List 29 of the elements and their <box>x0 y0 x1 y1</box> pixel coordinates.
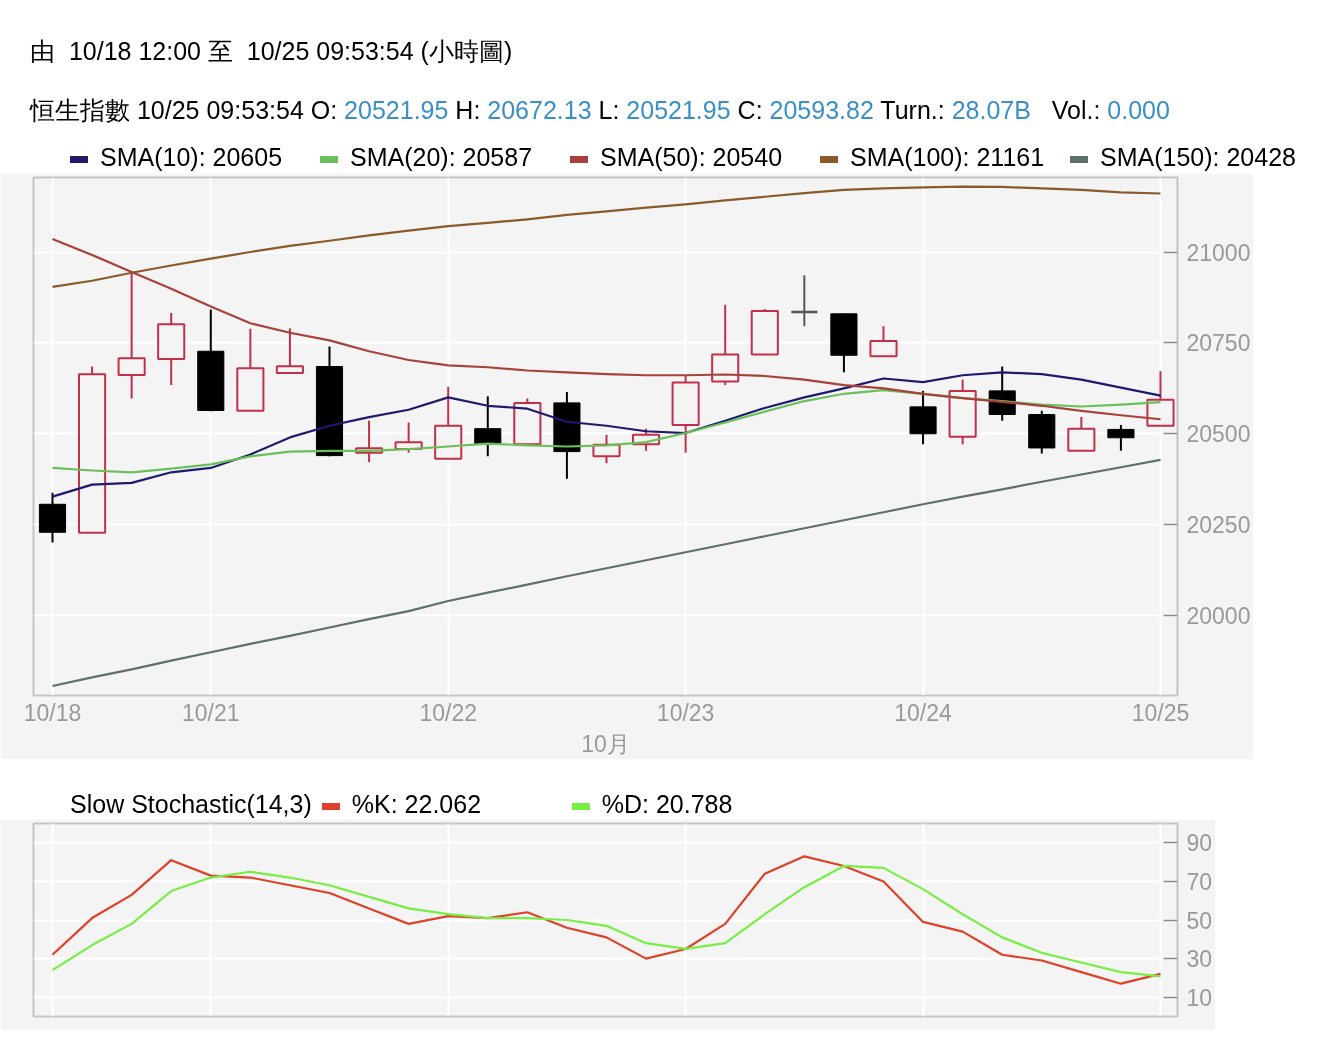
y-tick-label: 70 <box>1186 868 1213 895</box>
legend-label: SMA(10): 20605 <box>99 142 284 172</box>
x-tick-label: 10/18 <box>23 699 82 726</box>
line-series <box>51 458 1162 688</box>
x-tick-label: 10/25 <box>1131 699 1190 726</box>
y-tick-label: 20750 <box>1186 330 1251 357</box>
y-tick-label: 21000 <box>1186 239 1251 266</box>
x-tick-label: 10/24 <box>894 699 953 726</box>
y-tick-label: 20250 <box>1186 512 1251 539</box>
y-tick-label: 30 <box>1186 946 1213 973</box>
x-tick-label: 10/22 <box>419 699 477 726</box>
x-tick-label: 10/21 <box>182 699 240 726</box>
legend-label: SMA(150): 20428 <box>1099 142 1297 172</box>
x-axis-title: 10月 <box>581 730 630 757</box>
line-series <box>51 185 1162 289</box>
candlestick <box>1107 424 1135 452</box>
y-tick-label: 20500 <box>1186 421 1251 448</box>
chart-title: 由 10/18 12:00 至 10/25 09:53:54 (小時圖) <box>29 36 513 66</box>
text: 恒生指數 10/25 09:53:54 O: 20521.95 H: 20672.13 L: 20521.95 C: 20593.82 Turn.: 28.07B Vol.: 0.000 <box>30 96 1170 124</box>
y-tick-label: 90 <box>1186 830 1213 857</box>
line-series <box>51 371 1162 498</box>
y-tick-label: 50 <box>1186 907 1213 934</box>
y-tick-label: 10 <box>1186 984 1213 1011</box>
legend-label: SMA(20): 20587 <box>349 142 534 172</box>
y-tick-label: 20000 <box>1186 603 1251 630</box>
x-tick-label: 10/23 <box>656 699 715 726</box>
legend-label: SMA(50): 20540 <box>599 142 784 172</box>
candlestick <box>790 274 819 328</box>
legend-label: SMA(100): 21161 <box>849 142 1046 172</box>
